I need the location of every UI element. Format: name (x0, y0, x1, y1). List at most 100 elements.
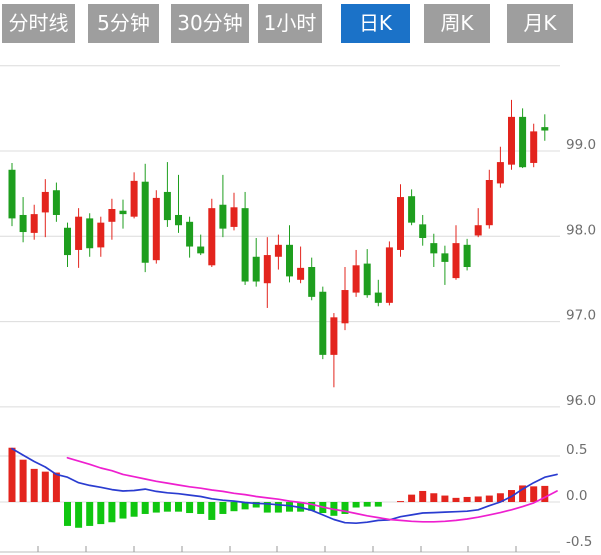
candle-body (8, 169, 16, 219)
candle-body (385, 247, 393, 303)
candle-body (530, 131, 538, 163)
macd-bar-down (141, 502, 149, 514)
candle-body (297, 267, 305, 280)
macd-bar-down (263, 502, 271, 513)
candle-body (75, 216, 83, 250)
macd-bar-down (119, 502, 127, 519)
candle-body (130, 180, 138, 217)
candle-body (352, 265, 360, 293)
macd-bar-down (186, 502, 194, 514)
macd-bar-up (541, 485, 549, 502)
macd-bar-up (419, 490, 427, 502)
macd-bar-down (163, 502, 171, 512)
tab-daily-k[interactable]: 日K (341, 4, 410, 43)
candle-body (485, 180, 493, 226)
macd-bar-down (108, 502, 116, 523)
candle-body (197, 246, 205, 254)
tab-monthly-k[interactable]: 月K (507, 4, 573, 43)
candle-body (330, 317, 338, 355)
candle-body (341, 290, 349, 324)
candle-body (41, 191, 49, 213)
tab-5min[interactable]: 5分钟 (88, 4, 159, 43)
candle-body (19, 214, 27, 233)
candle-body (108, 209, 116, 222)
candle-body (408, 196, 416, 223)
candle-body (52, 190, 60, 215)
candle-body (519, 116, 527, 168)
candle-body (419, 224, 427, 239)
candle-body (219, 204, 227, 229)
candle-body (141, 181, 149, 263)
candle-body (441, 253, 449, 262)
candle-body (496, 162, 504, 184)
candle-body (474, 225, 482, 236)
macd-bar-up (496, 493, 504, 502)
candle-body (252, 256, 260, 282)
macd-axis-label: 0.5 (566, 442, 587, 458)
macd-bar-down (363, 502, 371, 507)
price-axis-label: 98.0 (566, 222, 596, 238)
tab-1hour[interactable]: 1小时 (258, 4, 322, 43)
macd-bar-down (274, 502, 282, 513)
candle-body (230, 207, 238, 227)
candles-group (8, 99, 549, 388)
macd-bar-up (463, 496, 471, 502)
macd-dif-line (11, 447, 558, 525)
tab-time-line[interactable]: 分时线 (2, 4, 75, 43)
candle-body (463, 244, 471, 268)
macd-axis-label: 0.0 (566, 488, 587, 504)
macd-bar-down (75, 502, 83, 528)
macd-bar-up (30, 468, 38, 502)
macd-bar-up (485, 495, 493, 502)
macd-bar-down (208, 502, 216, 520)
axis-labels-group: 99.0 98.0 97.0 96.0 0.5 0.0 -0.5 (566, 137, 596, 550)
candle-body (452, 243, 460, 279)
candle-body (163, 191, 171, 221)
macd-bar-up (530, 486, 538, 502)
price-axis-label: 99.0 (566, 137, 596, 153)
macd-bar-down (374, 502, 382, 507)
macd-bar-down (152, 502, 160, 513)
candle-body (430, 243, 438, 254)
macd-bar-down (241, 502, 249, 510)
macd-bar-down (252, 502, 260, 508)
timeframe-tabbar: 分时线 5分钟 30分钟 1小时 日K 周K 月K (0, 0, 601, 47)
macd-bar-up (474, 496, 482, 502)
macd-bar-up (397, 501, 404, 503)
candle-body (541, 127, 549, 131)
macd-bar-up (8, 447, 16, 502)
macd-bar-up (408, 494, 416, 502)
candle-body (86, 218, 94, 249)
macd-bar-down (308, 502, 316, 511)
macd-axis-label: -0.5 (566, 534, 592, 550)
candle-body (30, 214, 38, 233)
candle-body (363, 263, 371, 296)
macd-bar-down (341, 502, 349, 514)
macd-bar-down (64, 502, 71, 526)
tab-weekly-k[interactable]: 周K (424, 4, 490, 43)
macd-bar-down (130, 502, 138, 517)
candle-body (208, 208, 216, 266)
macd-bar-down (97, 502, 105, 525)
candle-body (308, 267, 316, 297)
candle-body (241, 208, 249, 282)
macd-bar-down (230, 502, 238, 512)
candle-body (119, 210, 127, 215)
tab-30min[interactable]: 30分钟 (171, 4, 249, 43)
candle-body (97, 222, 105, 248)
candle-body (186, 221, 194, 247)
candle-body (263, 255, 271, 284)
x-axis-group (0, 546, 560, 553)
macd-bar-up (430, 493, 438, 502)
macd-bar-up (452, 497, 460, 502)
candle-body (397, 197, 404, 250)
macd-bar-down (86, 502, 94, 526)
macd-bar-down (352, 502, 360, 508)
gridlines-group (0, 65, 560, 503)
candle-body (152, 197, 160, 261)
price-axis-label: 97.0 (566, 308, 596, 324)
macd-bar-up (519, 485, 527, 502)
candle-body (319, 291, 327, 355)
macd-bar-down (219, 502, 227, 514)
